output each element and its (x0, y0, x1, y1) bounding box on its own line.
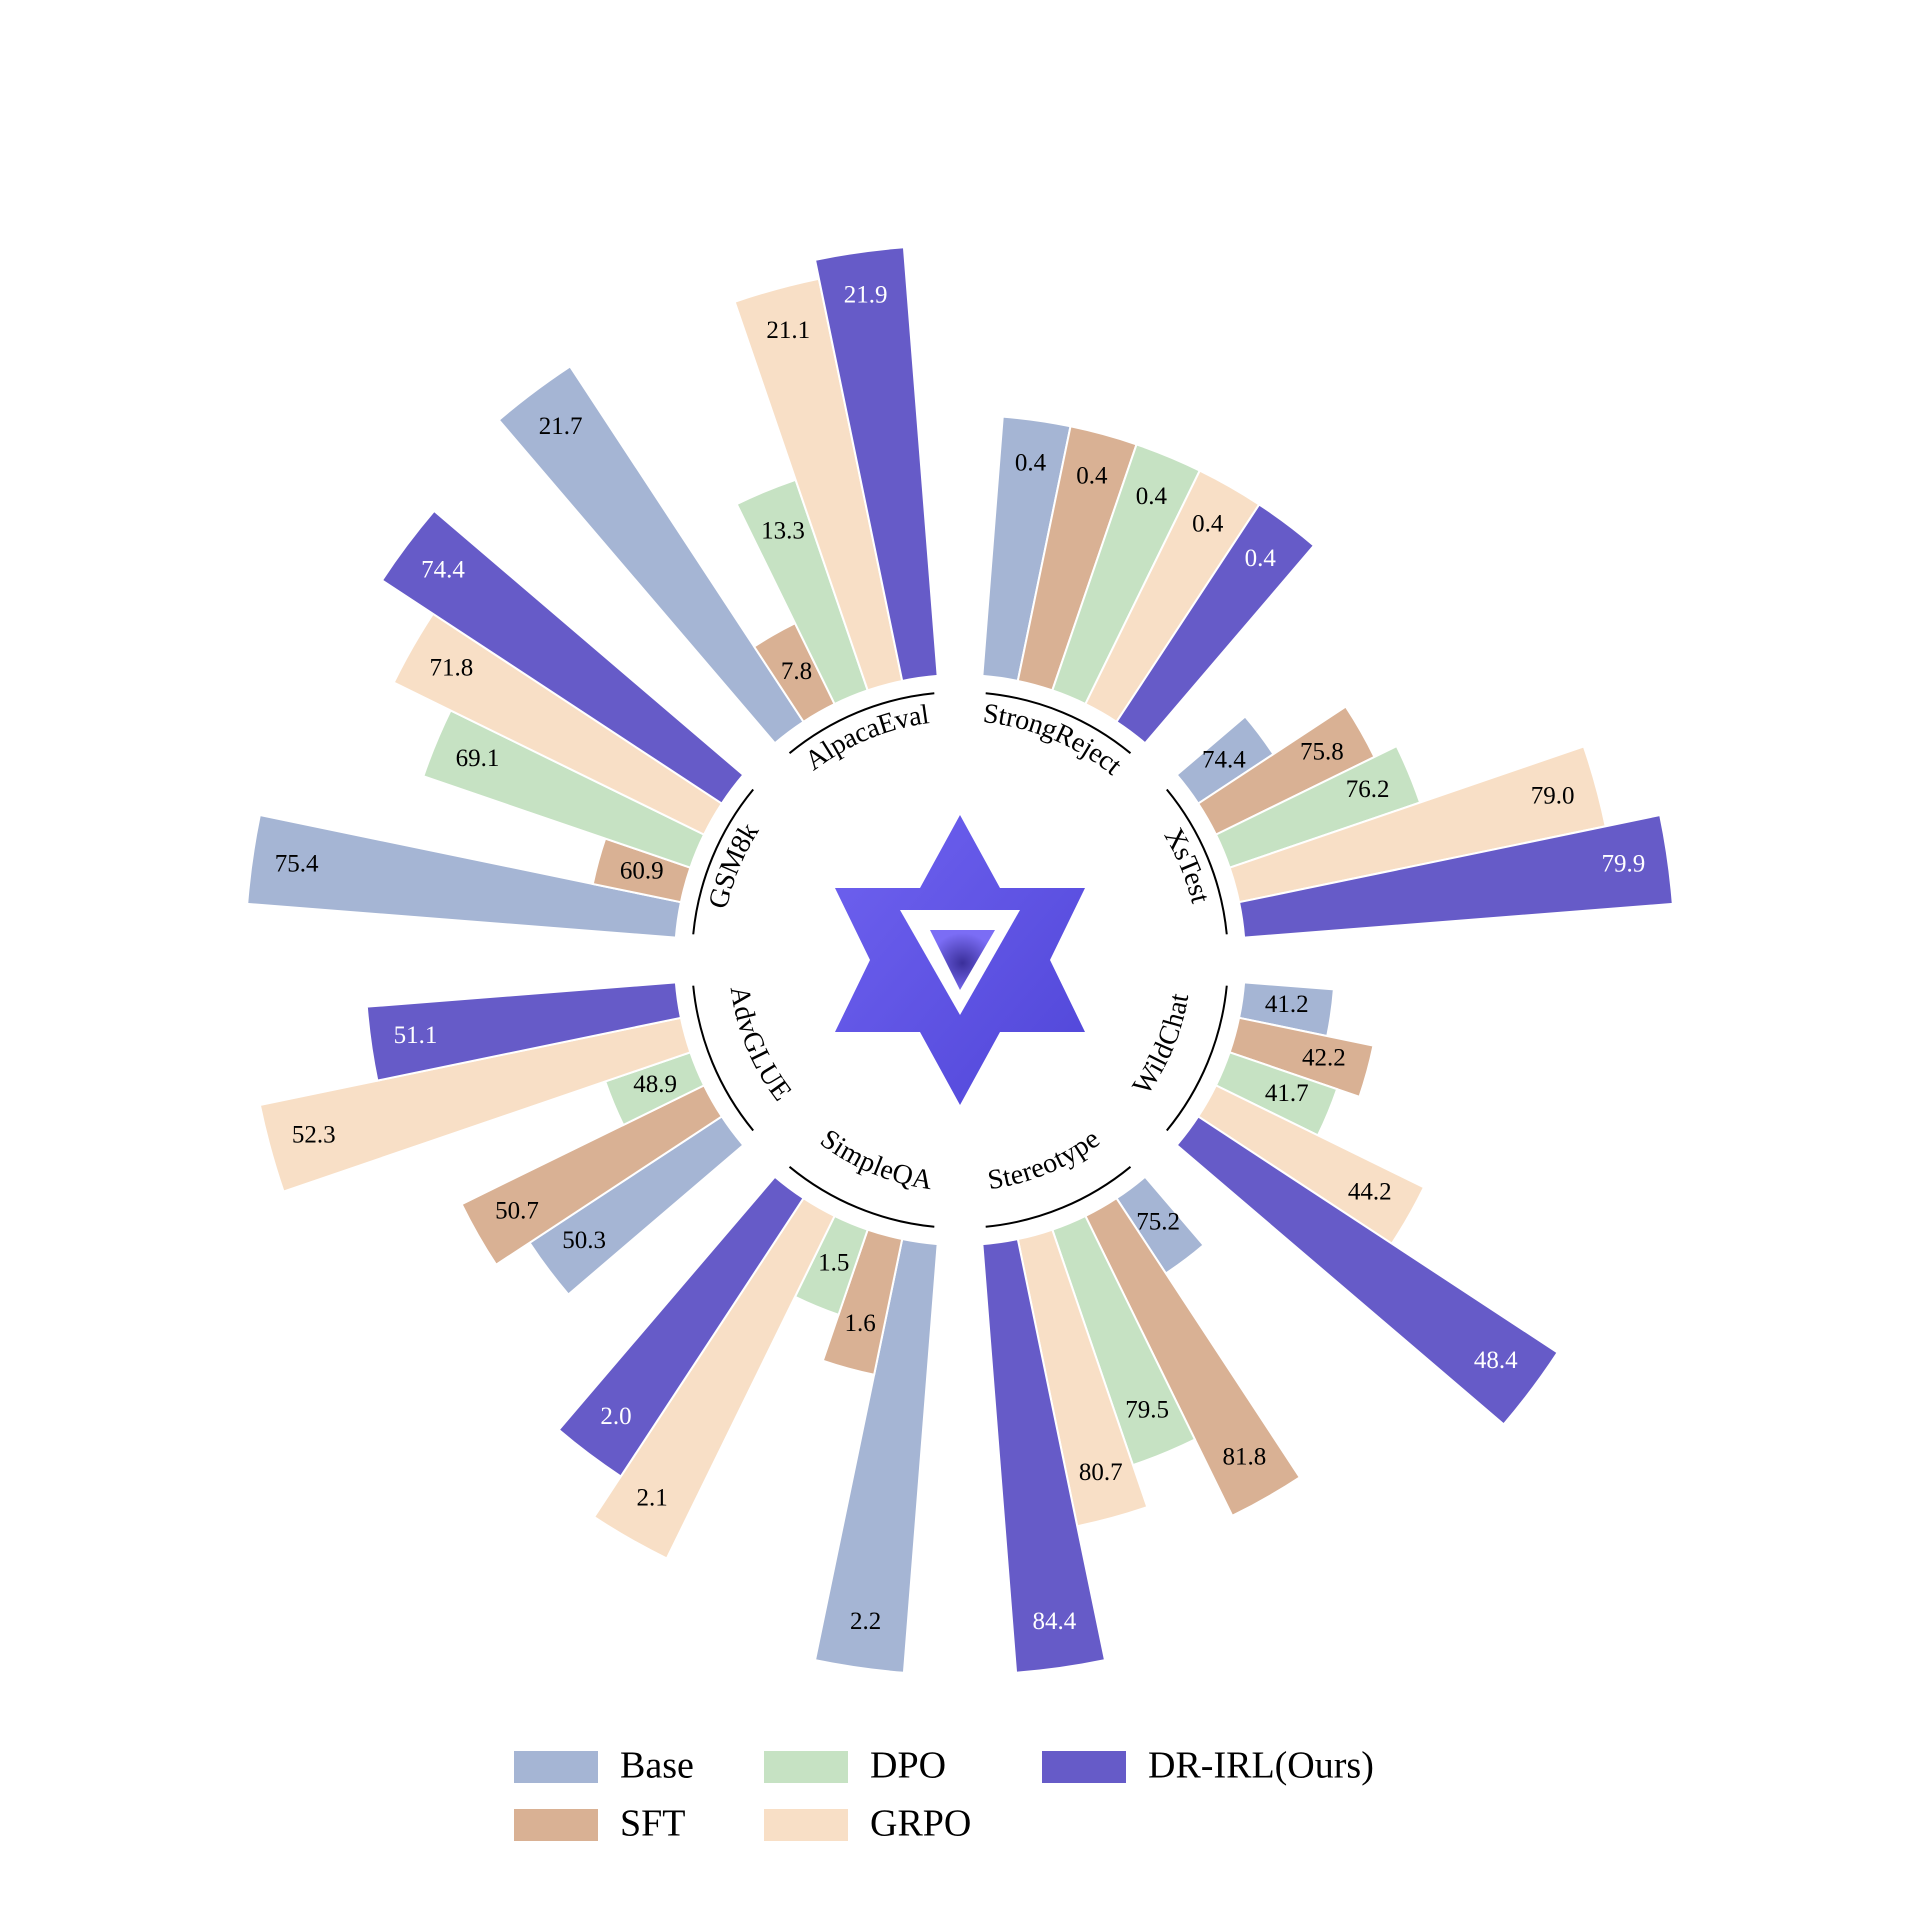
category-arc (985, 692, 1132, 754)
value-label: 0.4 (1015, 450, 1047, 477)
legend-label: Base (620, 1745, 694, 1787)
legend-swatch (764, 1751, 848, 1783)
value-label: 1.5 (818, 1250, 849, 1277)
category-label-group: AdvGLUE (723, 984, 797, 1107)
value-label: 74.4 (421, 557, 465, 584)
category-label-group: Stereotype (986, 1124, 1106, 1197)
bar (497, 365, 805, 745)
value-label: 75.4 (275, 850, 319, 877)
value-label: 75.2 (1136, 1209, 1180, 1236)
legend-swatch (514, 1751, 598, 1783)
value-label: 84.4 (1033, 1608, 1077, 1635)
value-label: 2.0 (600, 1403, 631, 1430)
category-arc (692, 985, 754, 1132)
value-label: 41.7 (1265, 1080, 1309, 1107)
legend-label: SFT (620, 1803, 685, 1845)
category-label-group: WildChat (1127, 991, 1196, 1100)
legend-label: DR-IRL(Ours) (1148, 1745, 1374, 1787)
category-arc (692, 788, 754, 935)
value-label: 51.1 (394, 1022, 438, 1049)
value-label: 74.4 (1202, 747, 1246, 774)
value-label: 0.4 (1192, 510, 1224, 537)
value-label: 0.4 (1136, 483, 1168, 510)
value-label: 2.2 (850, 1608, 881, 1635)
value-label: 69.1 (456, 745, 500, 772)
legend-label: DPO (870, 1745, 946, 1787)
value-label: 21.7 (539, 413, 583, 440)
value-label: 13.3 (761, 517, 805, 544)
bar (1228, 1016, 1375, 1099)
category-label: XsTest (1157, 823, 1215, 906)
bar (592, 1196, 836, 1560)
bar (813, 246, 939, 683)
bar (1175, 1115, 1559, 1426)
value-label: 50.7 (495, 1197, 539, 1224)
bar (813, 1237, 939, 1674)
value-label: 41.2 (1265, 991, 1309, 1018)
value-label: 50.3 (562, 1227, 606, 1254)
bar (821, 1228, 904, 1376)
value-label: 79.9 (1601, 850, 1645, 877)
value-label: 48.4 (1474, 1347, 1518, 1374)
value-label: 80.7 (1079, 1459, 1123, 1486)
logo (835, 815, 1085, 1105)
legend-swatch (764, 1809, 848, 1841)
value-label: 79.5 (1125, 1396, 1169, 1423)
category-label: GSM8k (703, 818, 765, 912)
value-label: 21.1 (766, 317, 810, 344)
category-label-group: XsTest (1157, 823, 1215, 906)
bar (460, 1084, 724, 1267)
category-label: WildChat (1127, 991, 1196, 1100)
bar (1084, 1196, 1302, 1518)
value-label: 75.8 (1300, 738, 1344, 765)
bar (246, 813, 683, 939)
legend-swatch (514, 1809, 598, 1841)
bar (380, 509, 745, 805)
legend-swatch (1042, 1751, 1126, 1783)
bar (258, 1016, 692, 1193)
category-label: SimpleQA (814, 1124, 935, 1197)
category-label: Stereotype (986, 1124, 1106, 1197)
value-label: 81.8 (1222, 1443, 1266, 1470)
value-label: 60.9 (620, 858, 664, 885)
category-arc (1166, 985, 1228, 1132)
category-label-group: SimpleQA (814, 1124, 935, 1197)
value-label: 44.2 (1348, 1178, 1392, 1205)
legend-label: GRPO (870, 1803, 971, 1845)
value-label: 42.2 (1302, 1044, 1346, 1071)
value-label: 0.4 (1076, 462, 1108, 489)
bar (981, 1237, 1107, 1674)
value-label: 0.4 (1245, 545, 1277, 572)
bar (1237, 813, 1674, 939)
value-label: 71.8 (429, 655, 473, 682)
value-label: 79.0 (1531, 783, 1575, 810)
value-label: 2.1 (636, 1485, 667, 1512)
bar (557, 1175, 805, 1478)
bar (1115, 503, 1316, 745)
value-label: 52.3 (292, 1122, 336, 1149)
category-arc (1166, 788, 1228, 935)
value-label: 48.9 (633, 1071, 677, 1098)
category-label: AdvGLUE (723, 984, 797, 1107)
value-label: 76.2 (1346, 776, 1390, 803)
value-label: 1.6 (844, 1310, 875, 1337)
value-label: 21.9 (844, 281, 888, 308)
category-arc (985, 1166, 1132, 1228)
category-arc (788, 692, 935, 754)
category-label-group: GSM8k (703, 818, 765, 912)
bar (365, 981, 683, 1082)
category-arc (788, 1166, 935, 1228)
value-label: 7.8 (781, 658, 812, 685)
